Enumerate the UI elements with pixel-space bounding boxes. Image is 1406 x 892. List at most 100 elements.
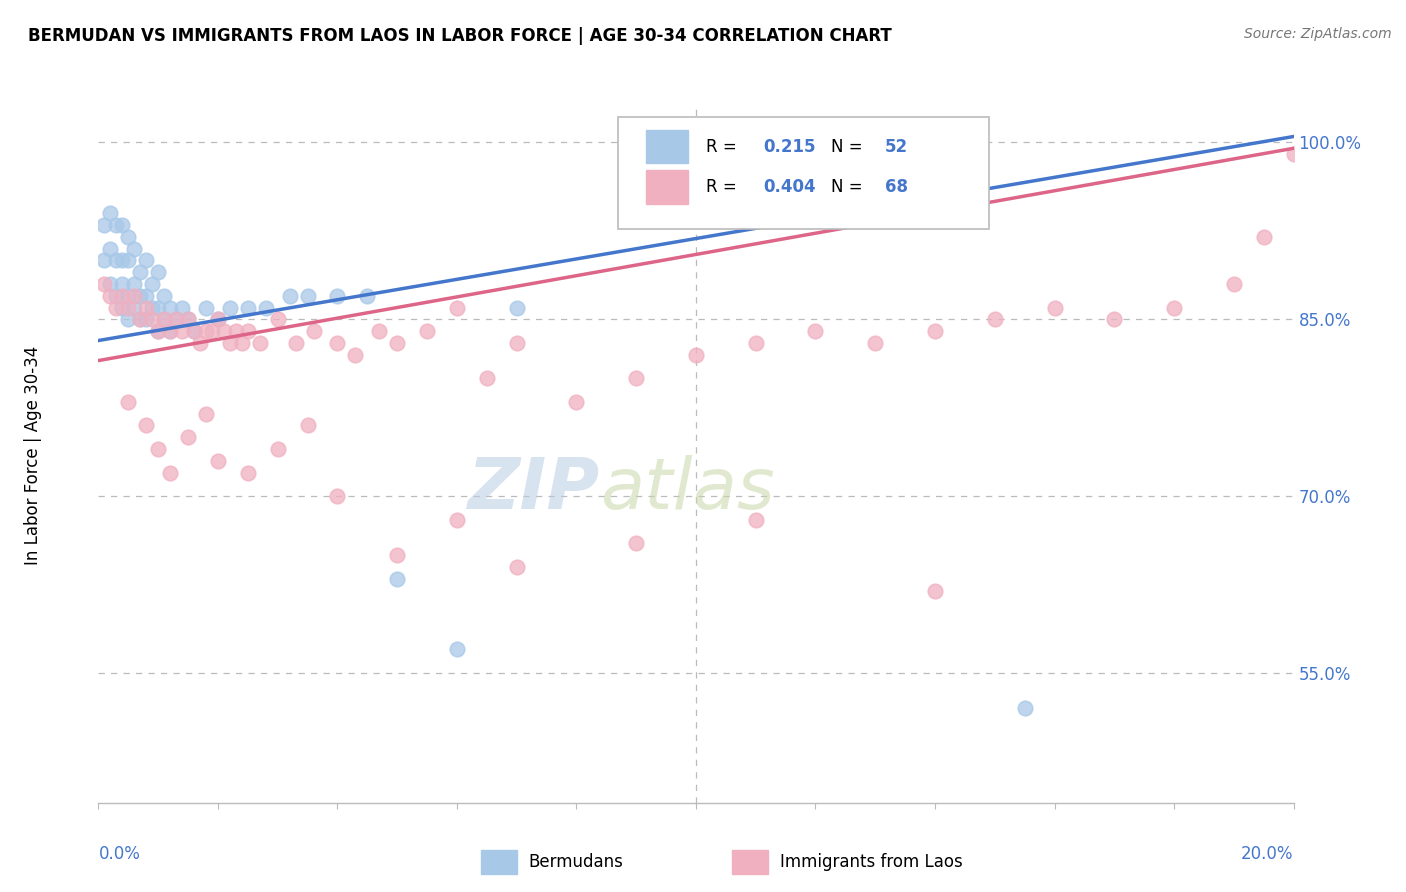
Point <box>148 324 170 338</box>
Point <box>1014 701 1036 715</box>
Point <box>135 301 157 315</box>
Point <box>129 289 152 303</box>
Point <box>105 301 128 315</box>
Point <box>745 513 768 527</box>
Point <box>98 277 122 291</box>
Point <box>865 335 887 350</box>
Point <box>506 335 529 350</box>
Point <box>98 289 122 303</box>
Point <box>254 301 277 315</box>
Text: BERMUDAN VS IMMIGRANTS FROM LAOS IN LABOR FORCE | AGE 30-34 CORRELATION CHART: BERMUDAN VS IMMIGRANTS FROM LAOS IN LABO… <box>28 27 891 45</box>
Text: N =: N = <box>831 137 868 156</box>
Point <box>506 301 529 315</box>
Point <box>159 324 181 338</box>
Point <box>105 218 128 232</box>
Point <box>165 312 187 326</box>
Point <box>117 312 139 326</box>
Bar <box>481 850 517 874</box>
Point <box>177 312 200 326</box>
Point <box>236 301 259 315</box>
Point <box>172 301 194 315</box>
Point <box>219 301 242 315</box>
Point <box>105 253 128 268</box>
Point <box>385 335 409 350</box>
Point <box>93 253 115 268</box>
Text: 52: 52 <box>884 137 908 156</box>
Point <box>278 289 301 303</box>
Point <box>624 371 647 385</box>
Text: N =: N = <box>831 178 868 196</box>
Point <box>804 324 827 338</box>
Text: Bermudans: Bermudans <box>529 853 623 871</box>
Point <box>135 418 157 433</box>
Point <box>148 442 170 456</box>
Point <box>159 301 181 315</box>
Point <box>297 289 319 303</box>
Point <box>924 324 946 338</box>
Point <box>356 289 378 303</box>
Point <box>117 395 139 409</box>
Point <box>135 289 157 303</box>
Point <box>111 253 134 268</box>
Point <box>267 312 290 326</box>
Point <box>194 324 218 338</box>
Point <box>344 348 367 362</box>
Point <box>183 324 205 338</box>
Text: atlas: atlas <box>600 455 775 524</box>
Point <box>1163 301 1185 315</box>
Point <box>326 335 349 350</box>
Point <box>165 312 187 326</box>
Point <box>159 466 181 480</box>
Point <box>141 301 163 315</box>
Point <box>124 277 146 291</box>
Text: 0.404: 0.404 <box>763 178 815 196</box>
Point <box>924 583 946 598</box>
Point <box>124 289 146 303</box>
Point <box>924 147 946 161</box>
Text: 20.0%: 20.0% <box>1241 845 1294 863</box>
Point <box>117 229 139 244</box>
Point <box>153 289 176 303</box>
Point <box>105 289 128 303</box>
Point <box>129 312 152 326</box>
Point <box>177 430 200 444</box>
Text: 0.215: 0.215 <box>763 137 815 156</box>
Point <box>153 312 176 326</box>
Point <box>201 324 224 338</box>
Point <box>219 335 242 350</box>
Point <box>207 312 229 326</box>
Point <box>177 312 200 326</box>
Point <box>368 324 391 338</box>
Point <box>565 395 588 409</box>
Point <box>153 312 176 326</box>
Point <box>983 312 1005 326</box>
Point <box>1104 312 1126 326</box>
Point <box>1223 277 1246 291</box>
Text: ZIP: ZIP <box>468 455 600 524</box>
Point <box>194 407 218 421</box>
Point <box>111 218 134 232</box>
Text: R =: R = <box>706 178 741 196</box>
Point <box>297 418 319 433</box>
Point <box>172 324 194 338</box>
Point <box>685 348 707 362</box>
Point <box>446 642 468 657</box>
FancyBboxPatch shape <box>619 118 988 229</box>
Point <box>249 335 271 350</box>
Point <box>129 265 152 279</box>
Text: 68: 68 <box>884 178 908 196</box>
Point <box>129 312 152 326</box>
Point <box>98 206 122 220</box>
Point <box>446 513 468 527</box>
Point <box>93 277 115 291</box>
Point <box>1043 301 1066 315</box>
Point <box>207 454 229 468</box>
Point <box>236 466 259 480</box>
Bar <box>733 850 768 874</box>
Point <box>385 572 409 586</box>
Bar <box>645 130 688 163</box>
Point <box>93 218 115 232</box>
Point <box>148 301 170 315</box>
Point <box>135 312 157 326</box>
Point <box>141 312 163 326</box>
